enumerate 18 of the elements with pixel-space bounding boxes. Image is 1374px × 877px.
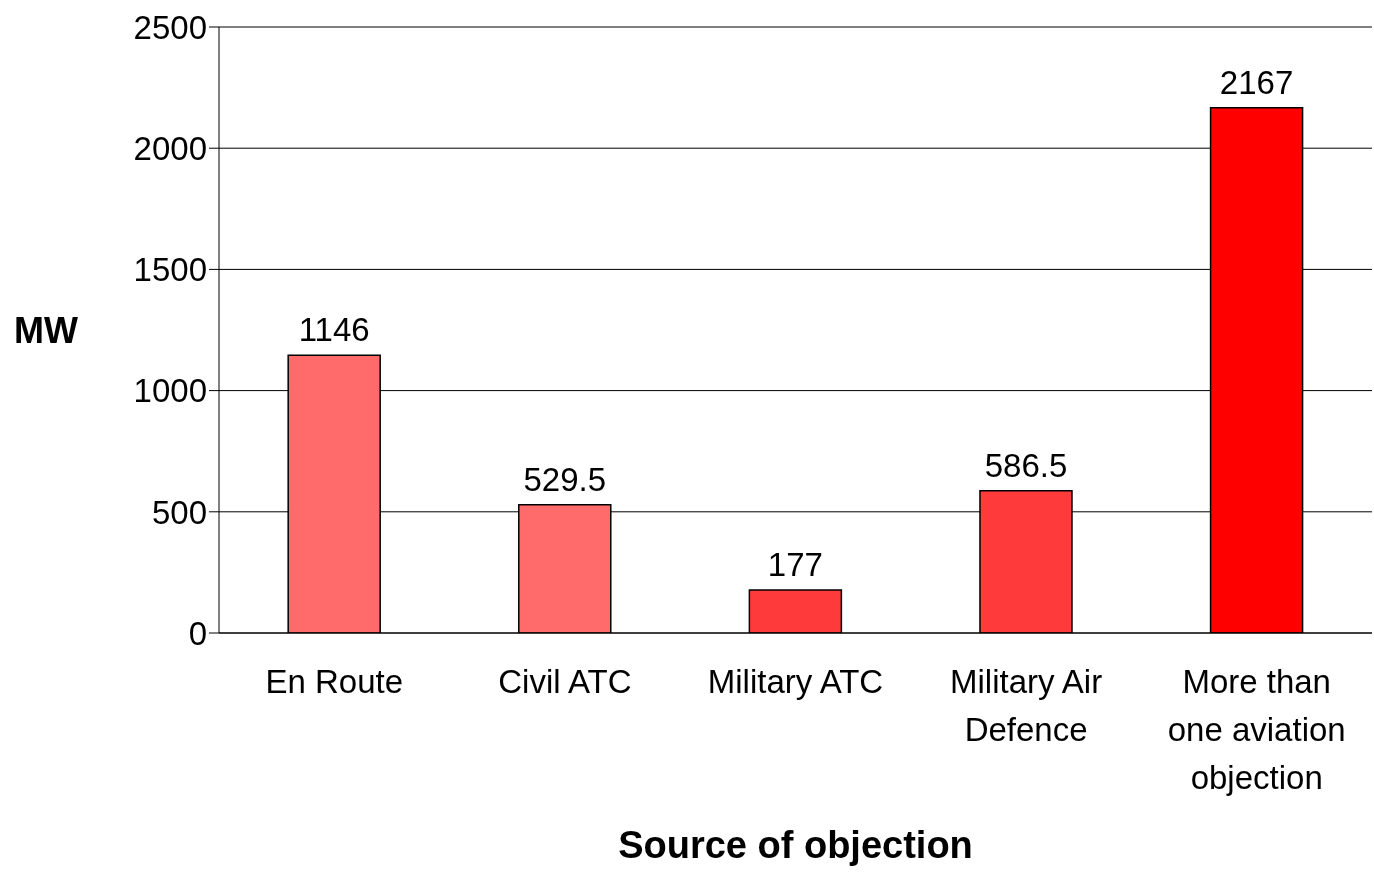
data-label: 2167 xyxy=(1219,63,1294,101)
x-tick-label: More than one aviation objection xyxy=(1167,662,1346,796)
y-tick-label: 1500 xyxy=(133,251,207,289)
x-tick-label: Civil ATC xyxy=(498,662,632,700)
y-tick-label: 0 xyxy=(188,614,207,652)
data-label: 529.5 xyxy=(523,460,607,498)
x-axis-title: Source of objection xyxy=(618,824,973,866)
y-axis-title: MW xyxy=(14,309,78,351)
y-tick-label: 2500 xyxy=(133,8,207,46)
x-tick-label: Military Air Defence xyxy=(950,662,1103,748)
x-tick-label: Military ATC xyxy=(707,662,884,700)
y-tick-label: 1000 xyxy=(133,372,207,410)
y-tick-label: 500 xyxy=(151,493,207,531)
data-label: 177 xyxy=(767,546,823,584)
x-tick-label: En Route xyxy=(265,662,404,700)
data-label: 1146 xyxy=(298,311,370,349)
data-label: 586.5 xyxy=(984,446,1068,484)
y-tick-label: 2000 xyxy=(133,129,207,167)
